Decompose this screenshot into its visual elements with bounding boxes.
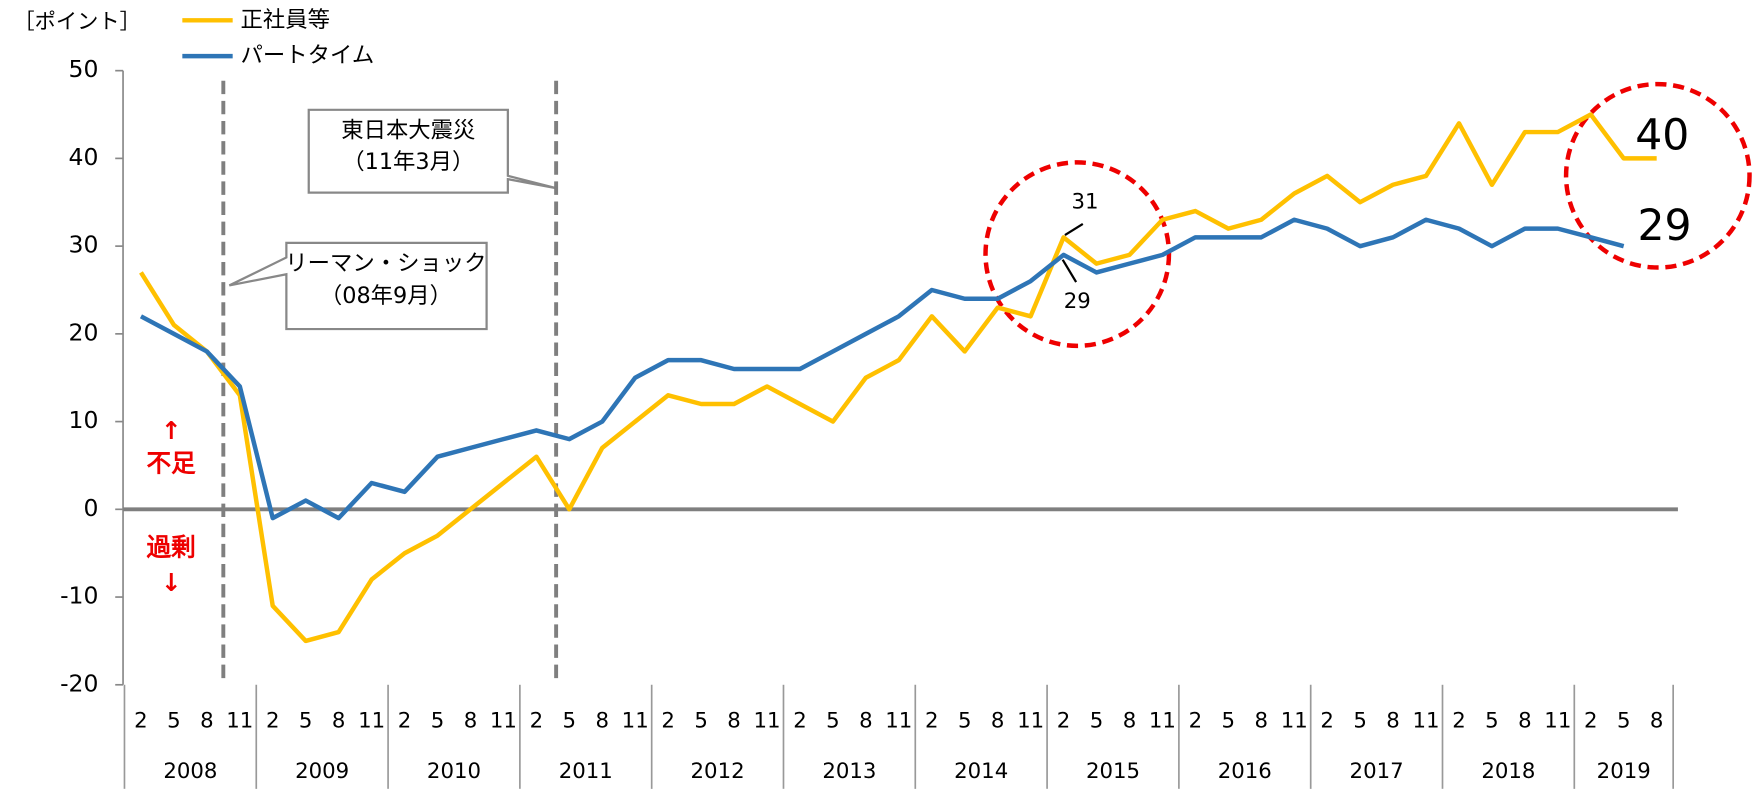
- x-tick-label: 11: [1017, 709, 1044, 734]
- x-tick-label: 8: [991, 709, 1005, 734]
- highlight-circle: [983, 160, 1172, 349]
- annotation: ↓: [161, 568, 182, 597]
- x-tick-label: 8: [727, 709, 741, 734]
- y-unit: ［ポイント］: [13, 10, 141, 35]
- highlight-circle: [1563, 81, 1752, 270]
- x-tick-label: 2: [398, 709, 412, 734]
- x-tick-label: 5: [1617, 709, 1631, 734]
- x-tick-label: 8: [1255, 709, 1269, 734]
- y-tick-label: 20: [69, 318, 99, 346]
- year-label: 2011: [559, 759, 613, 784]
- year-label: 2015: [1086, 759, 1140, 784]
- x-tick-label: 5: [299, 709, 313, 734]
- x-tick-label: 2: [661, 709, 675, 734]
- x-tick-label: 5: [431, 709, 445, 734]
- annotation: 東日本大震災: [341, 118, 475, 144]
- year-label: 2012: [691, 759, 745, 784]
- annotation: （08年9月）: [320, 283, 452, 309]
- year-label: 2019: [1597, 759, 1651, 784]
- x-tick-label: 5: [958, 709, 972, 734]
- x-tick-label: 8: [1123, 709, 1137, 734]
- x-tick-label: 2: [1189, 709, 1203, 734]
- x-tick-label: 5: [167, 709, 181, 734]
- year-label: 2008: [163, 759, 217, 784]
- annotation: （11年3月）: [342, 149, 474, 175]
- x-tick-label: 5: [1090, 709, 1104, 734]
- x-tick-label: 11: [753, 709, 780, 734]
- x-tick-label: 11: [622, 709, 649, 734]
- y-tick-label: -10: [60, 582, 98, 610]
- annotation: 過剰: [147, 532, 196, 561]
- y-tick-label: 30: [69, 231, 99, 259]
- x-tick-label: 11: [490, 709, 517, 734]
- x-tick-label: 11: [1281, 709, 1308, 734]
- x-tick-label: 2: [1452, 709, 1466, 734]
- y-tick-label: 10: [69, 406, 99, 434]
- year-label: 2018: [1481, 759, 1535, 784]
- x-tick-label: 2: [530, 709, 544, 734]
- x-tick-label: 8: [1518, 709, 1532, 734]
- x-tick-label: 5: [1485, 709, 1499, 734]
- x-tick-label: 5: [1353, 709, 1367, 734]
- x-tick-label: 2: [925, 709, 939, 734]
- x-tick-label: 2: [134, 709, 148, 734]
- x-tick-label: 8: [200, 709, 214, 734]
- x-tick-label: 2: [1320, 709, 1334, 734]
- x-tick-label: 5: [694, 709, 708, 734]
- x-tick-label: 8: [464, 709, 478, 734]
- x-tick-label: 8: [595, 709, 609, 734]
- legend-label: パートタイム: [241, 43, 375, 69]
- annotation: 29: [1064, 289, 1091, 314]
- year-label: 2014: [954, 759, 1008, 784]
- x-tick-label: 11: [358, 709, 385, 734]
- annotation: 40: [1635, 111, 1689, 160]
- y-tick-label: 40: [69, 143, 99, 171]
- leader: [1064, 222, 1084, 237]
- series-line: [139, 217, 1625, 521]
- x-tick-label: 2: [266, 709, 280, 734]
- year-label: 2017: [1350, 759, 1404, 784]
- callout-box: [307, 108, 557, 194]
- x-tick-label: 5: [826, 709, 840, 734]
- x-tick-label: 2: [1584, 709, 1598, 734]
- y-tick-label: 0: [83, 494, 98, 522]
- year-label: 2016: [1218, 759, 1272, 784]
- callout-box: [228, 241, 488, 331]
- annotation: リーマン・ショック: [285, 251, 486, 277]
- x-tick-label: 2: [793, 709, 807, 734]
- x-tick-label: 8: [1650, 709, 1664, 734]
- x-tick-label: 11: [1413, 709, 1440, 734]
- x-tick-label: 5: [1222, 709, 1236, 734]
- x-tick-label: 2: [1057, 709, 1071, 734]
- x-tick-label: 11: [1149, 709, 1176, 734]
- x-tick-label: 11: [1544, 709, 1571, 734]
- annotation: 不足: [147, 448, 197, 477]
- annotation: 31: [1072, 190, 1099, 215]
- legend-label: 正社員等: [241, 7, 330, 33]
- x-tick-label: 11: [885, 709, 912, 734]
- x-tick-label: 8: [1386, 709, 1400, 734]
- x-tick-label: 11: [226, 709, 253, 734]
- x-tick-label: 8: [332, 709, 346, 734]
- leader: [1061, 259, 1078, 283]
- x-tick-label: 8: [859, 709, 873, 734]
- annotation: 29: [1637, 202, 1691, 251]
- y-tick-label: 50: [69, 55, 99, 83]
- y-tick-label: -20: [60, 669, 98, 697]
- year-label: 2013: [822, 759, 876, 784]
- annotation: ↑: [161, 416, 182, 445]
- year-label: 2010: [427, 759, 481, 784]
- series-line: [139, 112, 1657, 644]
- year-label: 2009: [295, 759, 349, 784]
- x-tick-label: 5: [563, 709, 577, 734]
